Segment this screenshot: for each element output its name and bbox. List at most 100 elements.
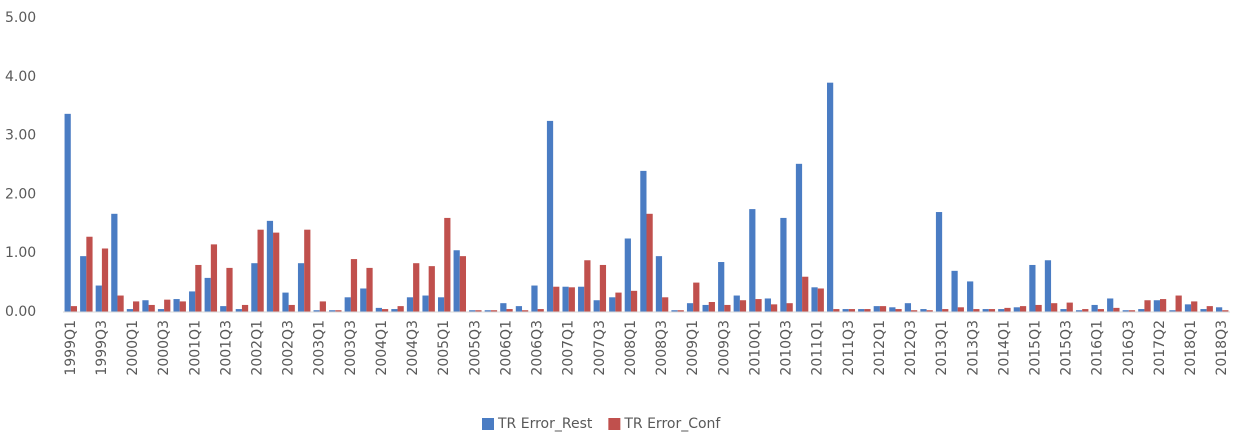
bar [344, 297, 351, 312]
bar [755, 299, 762, 312]
bar [251, 263, 258, 312]
bar [802, 276, 809, 312]
bar [422, 295, 429, 312]
bar [241, 304, 249, 312]
bar [531, 285, 538, 312]
bar [973, 309, 980, 312]
bar [490, 310, 498, 312]
bar [406, 297, 414, 312]
bar [826, 82, 834, 313]
bar [506, 309, 513, 312]
bar [453, 250, 460, 312]
bar [111, 213, 118, 312]
bar [599, 264, 607, 312]
bar [195, 264, 202, 312]
bar [257, 229, 264, 312]
legend-swatch [482, 418, 494, 430]
bar [366, 267, 373, 312]
x-tick-label: 2011Q3 [841, 320, 857, 376]
bar [795, 163, 803, 312]
bar [988, 309, 996, 312]
bar [1184, 304, 1192, 312]
bar [304, 229, 311, 312]
bar [1122, 310, 1129, 312]
bar [951, 270, 958, 312]
x-tick-label: 2018Q3 [1214, 320, 1230, 376]
x-tick-label: 2018Q1 [1183, 320, 1199, 376]
bar [335, 310, 342, 312]
x-tick-label: 2004Q1 [374, 320, 390, 376]
bar [350, 259, 358, 312]
bar [686, 303, 694, 312]
bar [297, 263, 305, 312]
x-tick-label: 2012Q1 [872, 320, 888, 376]
bar [770, 304, 778, 312]
bar [1200, 309, 1207, 312]
x-tick-label: 2005Q3 [467, 320, 483, 376]
bar [739, 300, 747, 312]
bar [391, 309, 398, 312]
bar [126, 309, 134, 312]
x-tick-label: 2004Q3 [405, 320, 421, 376]
bar [288, 304, 295, 312]
bar [935, 212, 943, 312]
bar [967, 281, 974, 312]
bar [858, 309, 865, 312]
x-tick-label: 2016Q3 [1121, 320, 1137, 376]
x-tick-label: 2007Q3 [592, 320, 608, 376]
bar [942, 309, 949, 312]
bar [1153, 300, 1160, 312]
bar [646, 213, 653, 312]
bar [848, 309, 856, 312]
bar [1004, 307, 1011, 312]
bar [1128, 310, 1136, 312]
bar [189, 291, 196, 312]
bar [568, 287, 575, 312]
bar [1019, 306, 1027, 312]
bar [80, 256, 87, 312]
bar [873, 306, 880, 312]
y-tick-label: 1.00 [5, 245, 36, 261]
bar [437, 297, 445, 312]
bar [1051, 303, 1058, 312]
x-tick-label: 2013Q1 [934, 320, 950, 376]
bar [786, 303, 793, 312]
bar [522, 310, 529, 312]
bar [926, 310, 933, 312]
bar [148, 304, 155, 312]
bar [397, 306, 404, 312]
x-tick-label: 2003Q3 [343, 320, 359, 376]
bar [630, 290, 638, 312]
bar [677, 310, 684, 312]
bar [895, 309, 902, 312]
bar [459, 256, 467, 312]
bar [428, 266, 435, 312]
bar [1097, 309, 1104, 312]
bar [1075, 310, 1083, 312]
x-tick-label: 2002Q3 [281, 320, 297, 376]
bar [1066, 302, 1073, 312]
x-tick-label: 2006Q3 [530, 320, 546, 376]
bar [998, 309, 1005, 312]
bar [833, 309, 840, 312]
bar [982, 309, 989, 312]
bar [179, 301, 186, 312]
x-tick-label: 2011Q1 [810, 320, 826, 376]
x-tick-label: 2007Q1 [561, 320, 577, 376]
bar [313, 310, 320, 312]
x-tick-label: 2008Q3 [654, 320, 670, 376]
x-tick-label: 2008Q1 [623, 320, 639, 376]
bar [904, 303, 912, 312]
x-tick-label: 2006Q1 [498, 320, 514, 376]
bar [469, 310, 476, 312]
bar [957, 307, 964, 312]
bar [360, 288, 367, 312]
bar [553, 286, 560, 312]
bar [329, 310, 336, 312]
bar [282, 292, 289, 312]
bar [484, 310, 491, 312]
bar [708, 302, 715, 312]
bar [662, 297, 669, 312]
bar [500, 303, 507, 312]
bar [749, 209, 756, 312]
